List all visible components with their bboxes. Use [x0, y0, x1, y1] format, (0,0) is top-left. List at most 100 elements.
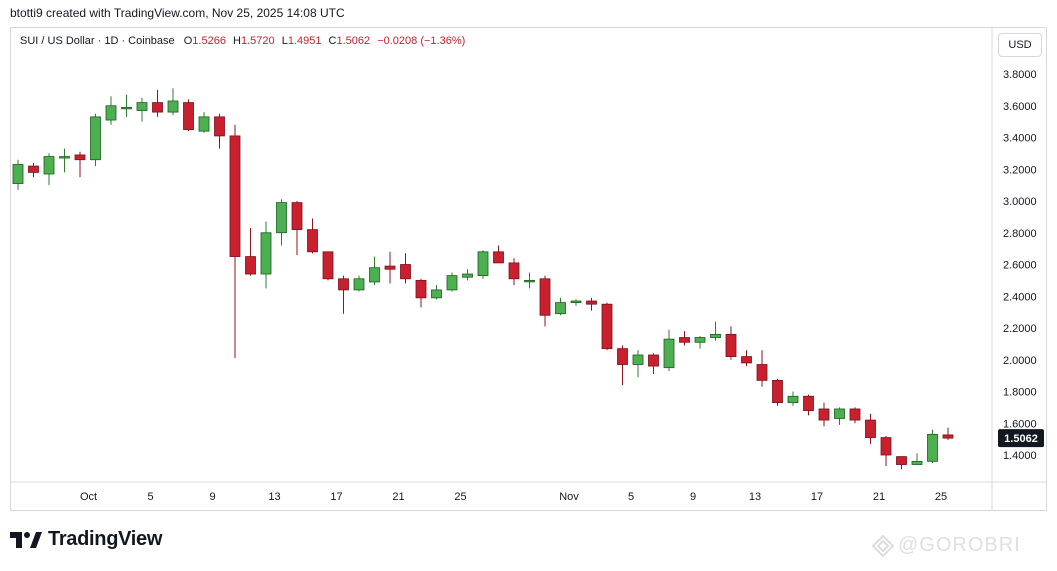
candle-body[interactable] — [28, 165, 39, 173]
chart-attribution: btotti9 created with TradingView.com, No… — [10, 6, 345, 20]
tradingview-logo[interactable]: TradingView — [10, 528, 162, 551]
candle-body[interactable] — [694, 337, 706, 343]
change-value: −0.0208 (−1.36%) — [377, 35, 466, 47]
candle-body[interactable] — [927, 433, 938, 462]
y-tick-label: 3.4000 — [1003, 133, 1037, 145]
candle-body[interactable] — [508, 262, 520, 280]
candle-body[interactable] — [353, 278, 365, 291]
candle-body[interactable] — [477, 251, 489, 277]
candle-body[interactable] — [152, 102, 163, 113]
candle-body[interactable] — [524, 279, 535, 283]
candle-body[interactable] — [229, 135, 241, 257]
candle-body[interactable] — [415, 279, 427, 299]
x-tick-label: 5 — [147, 491, 153, 503]
y-tick-label: 3.8000 — [1003, 69, 1037, 81]
candle-body[interactable] — [648, 354, 659, 367]
tradingview-logo-text: TradingView — [48, 528, 163, 550]
high-value: 1.5720 — [240, 35, 275, 47]
candle-body[interactable] — [74, 154, 86, 161]
candle-body[interactable] — [865, 419, 876, 438]
candle-body[interactable] — [167, 100, 179, 113]
currency-button[interactable]: USD — [998, 33, 1042, 57]
candle-body[interactable] — [896, 456, 907, 465]
candle-body[interactable] — [586, 300, 597, 305]
watermark-text: @GOROBRI — [898, 534, 1021, 556]
candle-body[interactable] — [834, 408, 845, 419]
y-tick-label: 2.6000 — [1003, 260, 1037, 272]
y-tick-label: 2.8000 — [1003, 228, 1037, 240]
y-tick-label: 1.8000 — [1003, 387, 1037, 399]
candle-body[interactable] — [400, 264, 411, 280]
candle-body[interactable] — [462, 273, 473, 278]
candle-body[interactable] — [911, 460, 923, 465]
candle-body[interactable] — [725, 333, 737, 357]
candle-body[interactable] — [493, 251, 504, 264]
x-tick-label: 17 — [330, 491, 342, 503]
y-tick-label: 2.2000 — [1003, 323, 1037, 335]
candle-body[interactable] — [772, 379, 783, 404]
candle-body[interactable] — [384, 265, 396, 270]
candle-body[interactable] — [307, 229, 318, 253]
candle-body[interactable] — [601, 303, 613, 350]
candle-body[interactable] — [198, 116, 210, 132]
x-tick-label: 9 — [690, 491, 696, 503]
candle-body[interactable] — [431, 289, 442, 299]
low-value: 1.4951 — [287, 35, 322, 47]
candle-body[interactable] — [245, 256, 256, 275]
candle-body[interactable] — [369, 267, 380, 283]
y-tick-label: 2.4000 — [1003, 291, 1037, 303]
candle-body[interactable] — [12, 164, 24, 184]
low-label: L — [281, 35, 288, 47]
candle-body[interactable] — [849, 408, 861, 421]
candle-body[interactable] — [570, 300, 582, 304]
close-label: C — [328, 35, 337, 47]
y-tick-label: 3.2000 — [1003, 164, 1037, 176]
y-tick-label: 1.4000 — [1003, 450, 1037, 462]
last-price-tag — [998, 429, 1044, 448]
open-label: O — [183, 35, 193, 47]
candle-body[interactable] — [539, 278, 551, 316]
candle-body[interactable] — [555, 302, 566, 315]
x-tick-label: 5 — [628, 491, 634, 503]
candle-body[interactable] — [322, 251, 334, 280]
candle-body[interactable] — [183, 102, 194, 130]
candle-body[interactable] — [942, 434, 954, 439]
candle-body[interactable] — [632, 354, 644, 365]
x-tick-label: 17 — [811, 491, 823, 503]
candle-body[interactable] — [756, 364, 768, 381]
candle-body[interactable] — [136, 102, 148, 111]
candle-body[interactable] — [446, 275, 458, 291]
open-value: 1.5266 — [192, 35, 226, 47]
candle-body[interactable] — [59, 156, 70, 159]
symbol-name: SUI / US Dollar · 1D · Coinbase — [20, 35, 175, 47]
symbol-legend[interactable]: SUI / US Dollar · 1D · Coinbase O1.5266 … — [20, 35, 465, 47]
x-tick-label: 9 — [209, 491, 215, 503]
close-value: 1.5062 — [336, 35, 371, 47]
candle-body[interactable] — [617, 348, 628, 365]
candle-body[interactable] — [291, 202, 303, 230]
x-tick-label: 25 — [935, 491, 947, 503]
candle-body[interactable] — [710, 333, 721, 338]
candle-body[interactable] — [105, 105, 117, 121]
candle-body[interactable] — [90, 116, 101, 161]
chart-frame[interactable] — [10, 27, 1047, 511]
x-tick-label: Oct — [80, 491, 97, 503]
last-price-label: 1.5062 — [1004, 433, 1038, 445]
candle-body[interactable] — [338, 278, 349, 291]
candle-body[interactable] — [803, 395, 814, 411]
candle-body[interactable] — [276, 202, 287, 234]
candle-body[interactable] — [663, 338, 675, 369]
x-tick-label: 13 — [749, 491, 761, 503]
candle-body[interactable] — [818, 408, 830, 421]
x-tick-label: 21 — [392, 491, 404, 503]
candle-body[interactable] — [260, 232, 272, 275]
candle-body[interactable] — [214, 116, 225, 137]
candle-body[interactable] — [679, 337, 690, 343]
candle-body[interactable] — [121, 106, 132, 110]
diamond-icon — [872, 534, 894, 557]
candle-body[interactable] — [787, 395, 799, 404]
candle-body[interactable] — [741, 356, 752, 364]
candle-body[interactable] — [880, 437, 892, 456]
candle-body[interactable] — [43, 156, 55, 175]
